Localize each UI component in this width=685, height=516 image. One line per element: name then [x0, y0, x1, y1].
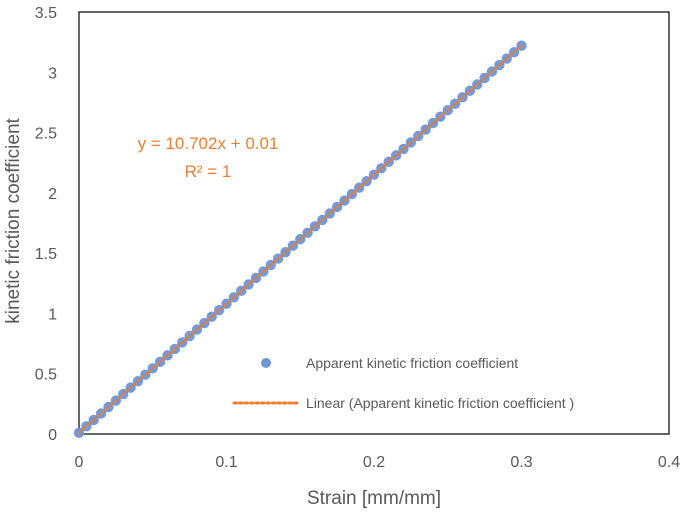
- legend: Apparent kinetic friction coefficient Li…: [232, 355, 574, 411]
- x-tick-label: 0.3: [510, 454, 532, 471]
- legend-marker-scatter: [261, 358, 271, 368]
- y-tick-label: 2: [48, 186, 57, 203]
- trendline-overlay: [77, 44, 523, 434]
- x-tick-label: 0.4: [658, 454, 680, 471]
- plot-area-frame: [78, 11, 670, 435]
- x-tick-label: 0.1: [215, 454, 237, 471]
- scatter-points-layer: [73, 40, 527, 438]
- legend-label-trendline: Linear (Apparent kinetic friction coeffi…: [306, 395, 574, 411]
- y-tick-label: 3.5: [35, 5, 57, 22]
- y-tick-label: 1: [48, 306, 57, 323]
- axes: [78, 11, 670, 435]
- y-tick-label: 2.5: [35, 126, 57, 143]
- y-axis-title: kinetic friction coefficient: [3, 117, 24, 323]
- trendline-equation: y = 10.702x + 0.01: [138, 134, 279, 153]
- y-tick-label: 3: [48, 65, 57, 82]
- y-tick-label: 1.5: [35, 246, 57, 263]
- y-tick-label: 0.5: [35, 367, 57, 384]
- legend-label-scatter: Apparent kinetic friction coefficient: [306, 355, 518, 371]
- trendline-r-squared: R² = 1: [185, 162, 232, 181]
- x-tick-label: 0.2: [363, 454, 385, 471]
- x-axis-title: Strain [mm/mm]: [307, 488, 441, 509]
- x-tick-label: 0: [75, 454, 84, 471]
- tick-labels: 0 0.1 0.2 0.3 0.4 0 0.5 1 1.5 2 2.5 3 3.5: [35, 5, 680, 471]
- y-tick-label: 0: [48, 427, 57, 444]
